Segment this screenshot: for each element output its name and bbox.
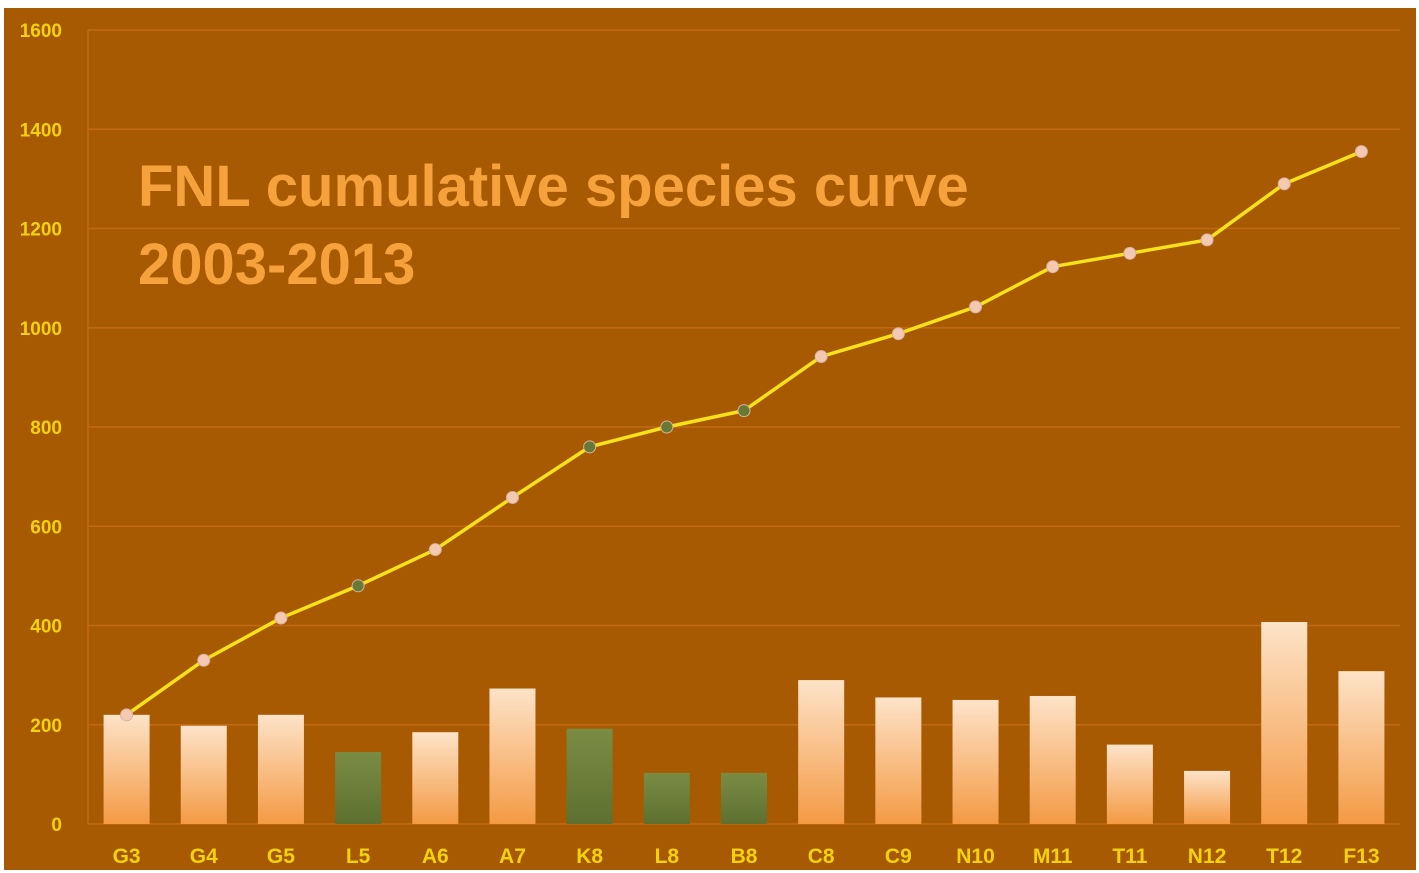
bar-L5 — [335, 752, 381, 824]
line-point-N10 — [970, 301, 982, 313]
line-point-L5 — [352, 580, 364, 592]
x-tick-label: G4 — [190, 845, 218, 868]
y-tick-label: 0 — [51, 815, 62, 836]
y-tick-label: 200 — [30, 716, 62, 737]
grid-lines — [88, 30, 1400, 824]
line-point-G4 — [198, 654, 210, 666]
line-point-M11 — [1047, 261, 1059, 273]
line-point-K8 — [584, 441, 596, 453]
line-point-C8 — [815, 351, 827, 363]
y-tick-label: 400 — [30, 617, 62, 638]
bar-A7 — [489, 689, 535, 824]
bar-N12 — [1184, 771, 1230, 824]
x-tick-label: C8 — [808, 845, 835, 868]
y-tick-label: 1400 — [20, 120, 62, 141]
x-tick-label: G5 — [267, 845, 295, 868]
line-point-C9 — [892, 328, 904, 340]
bar-T12 — [1261, 622, 1307, 824]
line-point-B8 — [738, 405, 750, 417]
bar-G5 — [258, 715, 304, 824]
x-tick-label: N10 — [956, 845, 995, 868]
bar-A6 — [412, 732, 458, 824]
line-point-G3 — [121, 709, 133, 721]
bar-M11 — [1030, 696, 1076, 824]
x-tick-label: A6 — [422, 845, 449, 868]
y-tick-label: 1000 — [20, 319, 62, 340]
x-tick-label: L5 — [346, 845, 371, 868]
chart-area: 0 200 400 600 800 1000 1200 1400 1600 G3 G4 G5 L5 A6… — [4, 8, 1416, 870]
bar-G4 — [181, 726, 227, 824]
bar-K8 — [567, 729, 613, 824]
y-axis-ticks: 0 200 400 600 800 1000 1200 1400 1600 — [20, 21, 62, 836]
line-point-T11 — [1124, 247, 1136, 259]
bar-B8 — [721, 773, 767, 824]
x-tick-label: T12 — [1266, 845, 1302, 868]
line-point-T12 — [1278, 178, 1290, 190]
bar-G3 — [104, 715, 150, 824]
y-tick-label: 1200 — [20, 220, 62, 241]
x-tick-label: T11 — [1112, 845, 1147, 868]
y-tick-label: 800 — [30, 418, 62, 439]
x-tick-label: G3 — [113, 845, 141, 868]
bar-N10 — [953, 700, 999, 824]
line-point-G5 — [275, 612, 287, 624]
line-point-L8 — [661, 421, 673, 433]
x-tick-label: K8 — [576, 845, 603, 868]
x-axis-ticks: G3 G4 G5 L5 A6 A7 K8 L8 B8 C8 C9 N10 M11 T11 N12 T12 F13 — [113, 845, 1380, 868]
y-tick-label: 1600 — [20, 21, 62, 42]
line-point-N12 — [1201, 234, 1213, 246]
x-tick-label: C9 — [885, 845, 912, 868]
chart-svg: 0 200 400 600 800 1000 1200 1400 1600 G3 G4 G5 L5 A6… — [4, 8, 1416, 870]
bar-L8 — [644, 773, 690, 824]
y-tick-label: 600 — [30, 517, 62, 538]
line-point-F13 — [1355, 146, 1367, 158]
x-tick-label: L8 — [655, 845, 680, 868]
x-tick-label: B8 — [731, 845, 758, 868]
bar-C8 — [798, 680, 844, 824]
x-tick-label: F13 — [1343, 845, 1379, 868]
chart-title-line-1: FNL cumulative species curve — [138, 154, 969, 219]
bar-series — [104, 622, 1385, 824]
bar-T11 — [1107, 745, 1153, 824]
x-tick-label: N12 — [1188, 845, 1227, 868]
x-tick-label: A7 — [499, 845, 526, 868]
x-tick-label: M11 — [1033, 845, 1073, 868]
line-point-A7 — [506, 491, 518, 503]
bar-F13 — [1338, 671, 1384, 824]
line-point-A6 — [429, 544, 441, 556]
chart-title-line-2: 2003-2013 — [138, 232, 415, 297]
bar-C9 — [875, 697, 921, 824]
